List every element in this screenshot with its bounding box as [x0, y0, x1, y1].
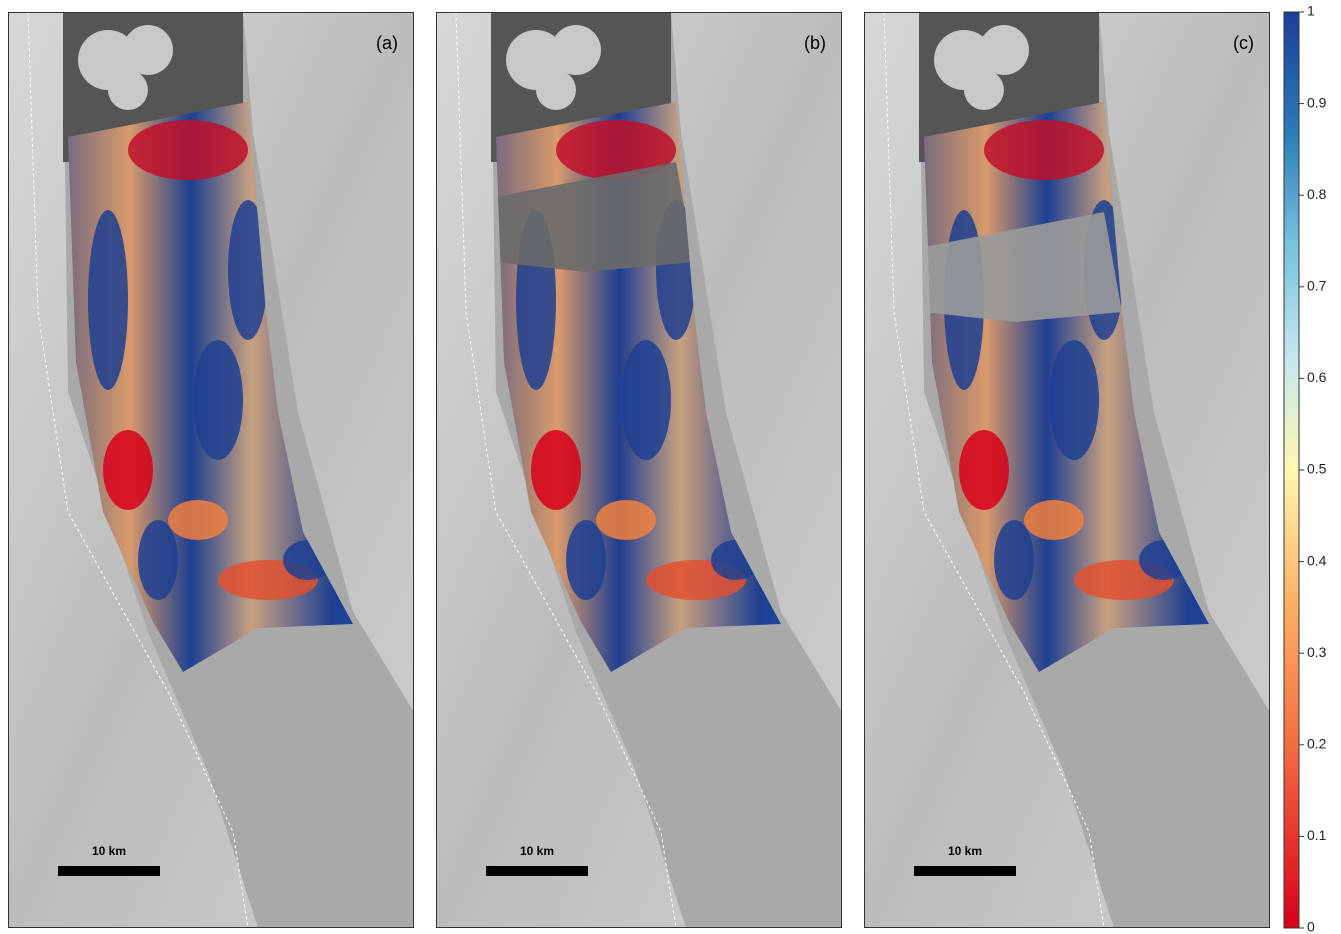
- colorbar-tick-label: 0: [1307, 919, 1315, 934]
- ice-floe: [123, 25, 173, 75]
- scale-bar: [486, 866, 588, 876]
- scale-bar-label: 10 km: [948, 844, 982, 858]
- colorbar-tick-label: 0.1: [1307, 827, 1327, 843]
- overlay-patch: [168, 500, 228, 540]
- map-panel: (a) 10 km: [8, 12, 414, 928]
- scale-bar: [914, 866, 1016, 876]
- colorbar-tick-label: 0.3: [1307, 644, 1327, 660]
- colorbar-tick-label: 1: [1307, 3, 1315, 19]
- colorbar-tick-label: 0.4: [1307, 552, 1327, 568]
- ice-floe: [979, 25, 1029, 75]
- overlay-patch: [1024, 500, 1084, 540]
- colorbar: [1284, 12, 1299, 928]
- ice-floe: [551, 25, 601, 75]
- panel-label: (a): [376, 33, 398, 53]
- ice-floe: [536, 70, 576, 110]
- colorbar-tick-label: 0.8: [1307, 186, 1327, 202]
- overlay-patch: [596, 500, 656, 540]
- overlay-patch: [984, 120, 1104, 180]
- panel-label: (c): [1233, 33, 1254, 53]
- figure: (a) 10 km (b) 10 km (c) 10 km 0 0.1 0.2 0.3 0.4 0.5…: [0, 0, 1341, 934]
- scale-bar-label: 10 km: [92, 844, 126, 858]
- map-panel: (b) 10 km: [436, 12, 842, 928]
- colorbar-tick-label: 0.6: [1307, 369, 1327, 385]
- colorbar-tick-label: 0.2: [1307, 736, 1327, 752]
- overlay-patch: [138, 520, 178, 600]
- map-panel: (c) 10 km: [864, 12, 1270, 928]
- overlay-patch: [566, 520, 606, 600]
- overlay-patch: [103, 430, 153, 510]
- ice-floe: [108, 70, 148, 110]
- colorbar-tick-label: 0.7: [1307, 278, 1327, 294]
- colorbar-tick-label: 0.9: [1307, 94, 1327, 110]
- overlay-patch: [88, 210, 128, 390]
- panel-label: (b): [804, 33, 826, 53]
- colorbar-tick-label: 0.5: [1307, 461, 1327, 477]
- scale-bar: [58, 866, 160, 876]
- ice-floe: [964, 70, 1004, 110]
- overlay-patch: [1049, 340, 1099, 460]
- overlay-patch: [959, 430, 1009, 510]
- scale-bar-label: 10 km: [520, 844, 554, 858]
- overlay-patch: [994, 520, 1034, 600]
- overlay-patch: [128, 120, 248, 180]
- overlay-patch: [193, 340, 243, 460]
- overlay-patch: [621, 340, 671, 460]
- overlay-patch: [531, 430, 581, 510]
